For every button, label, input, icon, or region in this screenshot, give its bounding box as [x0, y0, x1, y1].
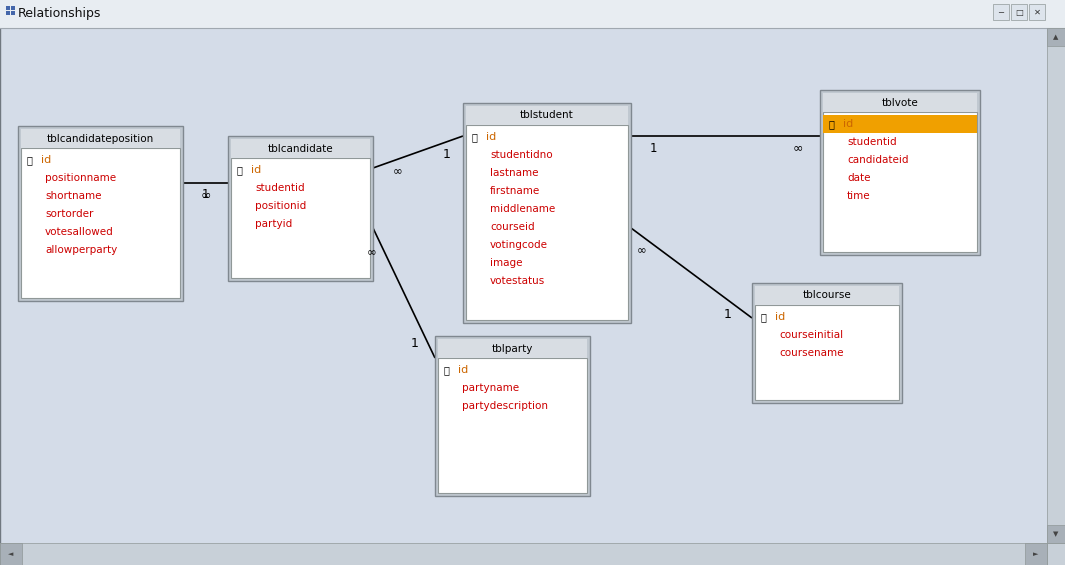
Text: shortname: shortname [45, 191, 101, 201]
Text: ▼: ▼ [1053, 531, 1059, 537]
Bar [231, 158, 370, 278]
Text: id: id [458, 365, 469, 375]
Text: 🗝: 🗝 [237, 165, 243, 175]
Bar [21, 129, 180, 148]
Text: ►: ► [1033, 551, 1038, 557]
Text: tblcandidate: tblcandidate [267, 144, 333, 154]
Bar [755, 305, 899, 400]
Bar [18, 126, 183, 301]
Text: votesallowed: votesallowed [45, 227, 114, 237]
Bar [755, 286, 899, 305]
Bar [820, 90, 980, 255]
Bar [0, 543, 1047, 565]
Bar [1047, 525, 1065, 543]
Text: sortorder: sortorder [45, 209, 94, 219]
Bar [231, 139, 370, 158]
Text: ∞: ∞ [393, 166, 403, 179]
Text: courseinitial: courseinitial [779, 330, 843, 340]
Bar [752, 283, 902, 403]
Text: candidateid: candidateid [847, 155, 908, 165]
Text: 1: 1 [411, 337, 419, 350]
Text: ∞: ∞ [637, 244, 646, 257]
Bar [466, 106, 628, 125]
Text: partyid: partyid [255, 219, 292, 229]
Bar [1029, 4, 1045, 20]
Text: 1: 1 [650, 141, 657, 154]
Text: allowperparty: allowperparty [45, 245, 117, 255]
Bar [463, 103, 630, 323]
Bar [823, 115, 977, 133]
Bar [438, 358, 587, 493]
Text: positionid: positionid [255, 201, 307, 211]
Bar [0, 543, 22, 565]
Text: middlename: middlename [490, 204, 555, 214]
Text: tblstudent: tblstudent [520, 111, 574, 120]
Text: tblcourse: tblcourse [803, 290, 851, 301]
Text: Relationships: Relationships [18, 7, 101, 20]
Text: courseid: courseid [490, 222, 535, 232]
Bar [993, 4, 1009, 20]
Bar [228, 136, 373, 281]
Text: tblcandidateposition: tblcandidateposition [47, 133, 154, 144]
Text: 🗝: 🗝 [472, 132, 478, 142]
Text: lastname: lastname [490, 168, 539, 178]
Bar [0, 0, 1065, 28]
Text: image: image [490, 258, 523, 268]
Bar [6, 6, 10, 10]
Text: 1: 1 [201, 189, 209, 202]
Bar [438, 339, 587, 358]
Text: firstname: firstname [490, 186, 540, 196]
Text: ─: ─ [999, 7, 1003, 16]
Text: partyname: partyname [462, 383, 519, 393]
Text: positionname: positionname [45, 173, 116, 183]
Text: ∞: ∞ [366, 246, 377, 259]
Text: id: id [775, 312, 785, 322]
Bar [823, 93, 977, 112]
Text: votestatus: votestatus [490, 276, 545, 286]
Bar [823, 112, 977, 252]
Text: time: time [847, 191, 870, 201]
Bar [435, 336, 590, 496]
Text: □: □ [1015, 7, 1023, 16]
Text: date: date [847, 173, 870, 183]
Text: id: id [251, 165, 261, 175]
Text: partydescription: partydescription [462, 401, 548, 411]
Text: votingcode: votingcode [490, 240, 548, 250]
Text: 🗝: 🗝 [829, 119, 835, 129]
Text: ◄: ◄ [9, 551, 14, 557]
Text: ✕: ✕ [1033, 7, 1041, 16]
Bar [466, 125, 628, 320]
Text: id: id [40, 155, 51, 165]
Text: id: id [843, 119, 853, 129]
Text: 1: 1 [723, 308, 732, 321]
Bar [1047, 543, 1065, 565]
Bar [21, 148, 180, 298]
Text: 1: 1 [442, 148, 450, 161]
Text: studentid: studentid [847, 137, 897, 147]
Bar [1047, 28, 1065, 543]
Text: studentid: studentid [255, 183, 305, 193]
Bar [1047, 28, 1065, 46]
Text: ▲: ▲ [1053, 34, 1059, 40]
Text: studentidno: studentidno [490, 150, 553, 160]
Text: coursename: coursename [779, 348, 843, 358]
Text: tblvote: tblvote [882, 98, 918, 107]
Bar [11, 11, 15, 15]
Text: 🗝: 🗝 [761, 312, 767, 322]
Bar [1025, 543, 1047, 565]
Bar [6, 11, 10, 15]
Text: ∞: ∞ [201, 189, 211, 202]
Text: tblparty: tblparty [492, 344, 534, 354]
Bar [1011, 4, 1027, 20]
Bar [11, 6, 15, 10]
Text: id: id [486, 132, 496, 142]
Text: 🗝: 🗝 [444, 365, 449, 375]
Text: 🗝: 🗝 [27, 155, 33, 165]
Text: ∞: ∞ [792, 141, 803, 154]
